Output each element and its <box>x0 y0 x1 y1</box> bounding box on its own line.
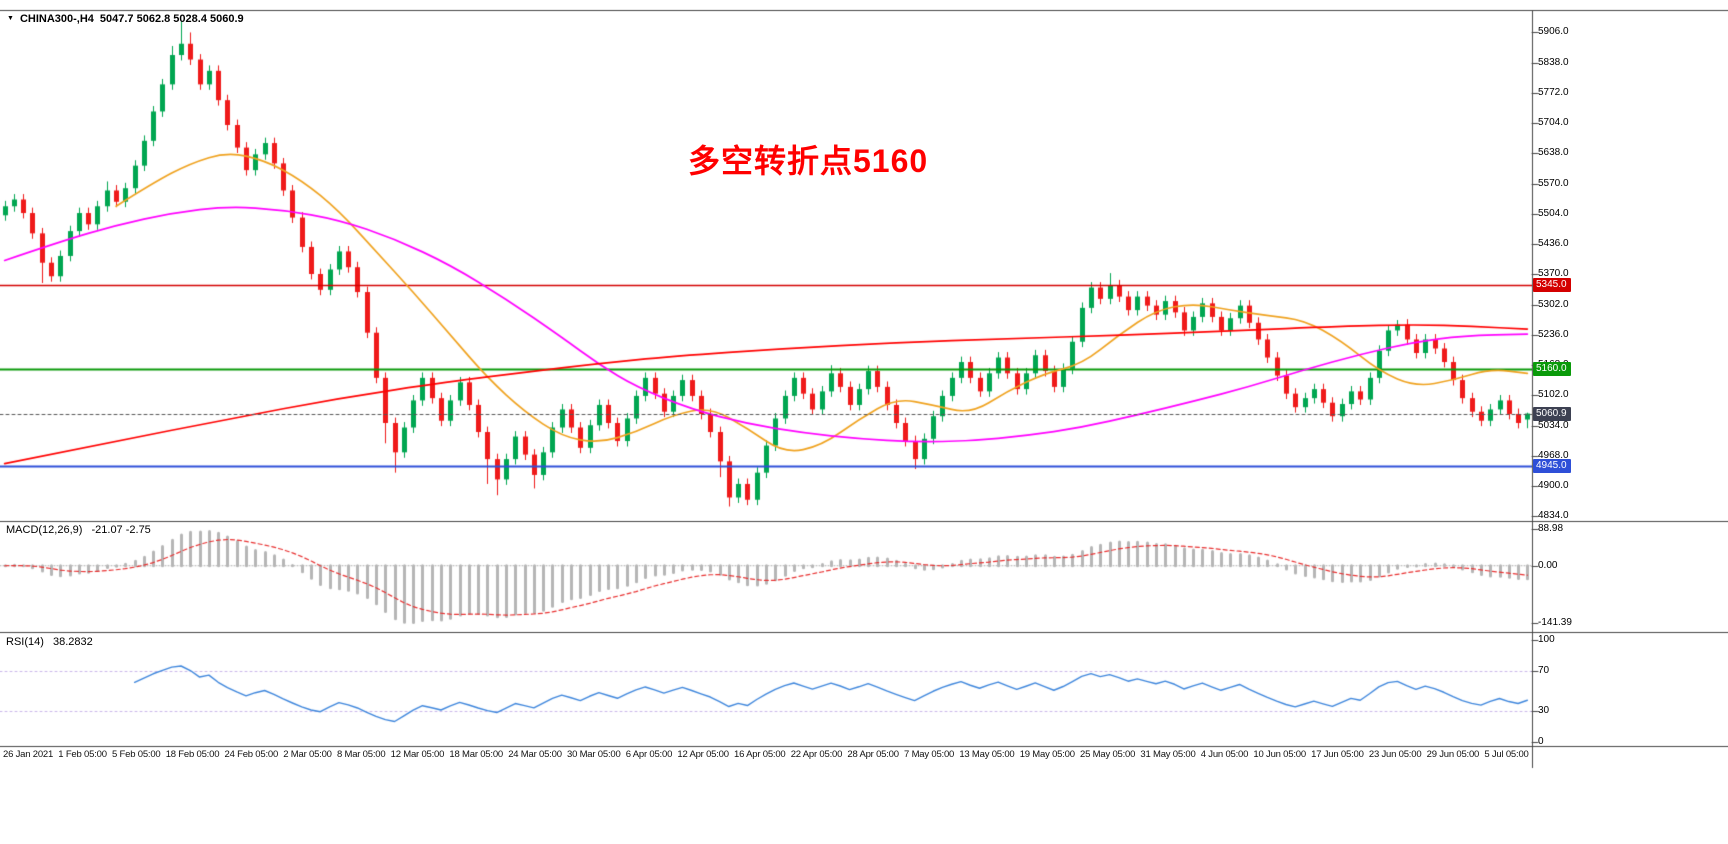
time-axis-label: 12 Apr 05:00 <box>677 749 729 760</box>
chart-title: ▼ CHINA300-,H4 5047.7 5062.8 5028.4 5060… <box>7 13 244 25</box>
macd-values: -21.07 -2.75 <box>91 524 151 536</box>
time-axis-label: 16 Apr 05:00 <box>734 749 786 760</box>
time-axis-label: 25 May 05:00 <box>1080 749 1136 760</box>
macd-scale-label: -141.39 <box>1538 617 1572 628</box>
price-tick-label: 5370.0 <box>1538 268 1569 279</box>
time-axis-label: 6 Apr 05:00 <box>625 749 673 760</box>
price-tick-label: 4834.0 <box>1538 510 1569 521</box>
price-level-tag: 4945.0 <box>1533 458 1571 473</box>
time-axis-label: 29 Jun 05:00 <box>1426 749 1480 760</box>
time-axis-label: 12 Mar 05:00 <box>390 749 445 760</box>
time-axis-label: 30 Mar 05:00 <box>566 749 621 760</box>
rsi-value: 38.2832 <box>52 636 93 648</box>
time-axis-label: 8 Mar 05:00 <box>336 749 386 760</box>
price-tick-label: 5570.0 <box>1538 177 1569 189</box>
price-tick-label: 5302.0 <box>1538 298 1569 310</box>
price-tick-label: 5704.0 <box>1538 117 1569 129</box>
time-axis-label: 4 Jun 05:00 <box>1200 749 1249 760</box>
price-tick-label: 4968.0 <box>1538 449 1569 461</box>
price-tick-label: 5838.0 <box>1538 56 1569 68</box>
time-axis-label: 31 May 05:00 <box>1140 749 1196 760</box>
time-axis[interactable]: 26 Jan 2021 1 Feb 05:00 5 Feb 05:00 18 Feb … <box>0 749 1532 760</box>
price-tick-label: 5504.0 <box>1538 207 1569 219</box>
chart-marker-icon: ▼ <box>7 14 14 22</box>
price-level-tag: 5345.0 <box>1533 278 1571 293</box>
macd-scale-label: 0.00 <box>1538 559 1558 571</box>
chart-ohlc-values: 5047.7 5062.8 5028.4 5060.9 <box>99 13 244 25</box>
chart-symbol-period: CHINA300-,H4 <box>19 13 94 25</box>
time-axis-label: 17 Jun 05:00 <box>1311 749 1364 760</box>
price-tick-label: 5638.0 <box>1538 147 1569 158</box>
time-axis-label: 18 Mar 05:00 <box>449 749 504 760</box>
time-axis-label: 2 Mar 05:00 <box>283 749 332 760</box>
time-axis-label: 1 Feb 05:00 <box>58 749 107 760</box>
price-tick-label: 5236.0 <box>1538 328 1569 340</box>
time-axis-label: 10 Jun 05:00 <box>1253 749 1306 760</box>
price-tick-label: 5034.0 <box>1538 419 1569 431</box>
price-tick-label: 4900.0 <box>1538 480 1569 492</box>
time-axis-label: 24 Mar 05:00 <box>508 749 562 760</box>
time-axis-label: 22 Apr 05:00 <box>790 749 843 760</box>
time-axis-label: 19 May 05:00 <box>1019 749 1075 760</box>
chart-annotation-text[interactable]: 多空转折点5160 <box>688 143 929 179</box>
price-tick-label: 5906.0 <box>1538 26 1569 37</box>
time-axis-label: 5 Jul 05:00 <box>1484 749 1529 760</box>
rsi-scale-label: 30 <box>1538 705 1550 717</box>
price-tick-label: 5436.0 <box>1538 238 1569 250</box>
time-axis-label: 7 May 05:00 <box>904 749 955 760</box>
macd-name: MACD(12,26,9) <box>6 524 83 536</box>
time-axis-label: 24 Feb 05:00 <box>224 749 279 760</box>
main-chart-panel[interactable] <box>0 11 1532 521</box>
price-level-tag: 5160.0 <box>1533 361 1571 376</box>
time-axis-label: 18 Feb 05:00 <box>165 749 220 760</box>
rsi-scale-label: 0 <box>1538 736 1544 747</box>
rsi-panel[interactable] <box>0 633 1532 746</box>
time-axis-label: 28 Apr 05:00 <box>847 749 899 760</box>
rsi-name: RSI(14) <box>6 636 44 648</box>
price-tick-label: 5102.0 <box>1538 389 1569 400</box>
time-axis-label: 23 Jun 05:00 <box>1368 749 1422 760</box>
rsi-scale-label: 100 <box>1538 634 1555 645</box>
time-axis-label: 5 Feb 05:00 <box>112 749 161 760</box>
time-axis-label: 13 May 05:00 <box>959 749 1015 760</box>
macd-indicator-label: MACD(12,26,9) -21.07 -2.75 <box>6 524 151 536</box>
macd-panel[interactable] <box>0 522 1532 632</box>
macd-scale-label: 88.98 <box>1538 523 1564 534</box>
price-tick-label: 5772.0 <box>1538 86 1569 98</box>
current-price-tag: 5060.9 <box>1533 406 1571 421</box>
rsi-scale-label: 70 <box>1538 664 1550 676</box>
time-axis-label: 26 Jan 2021 <box>3 749 54 760</box>
rsi-indicator-label: RSI(14) 38.2832 <box>6 636 93 648</box>
